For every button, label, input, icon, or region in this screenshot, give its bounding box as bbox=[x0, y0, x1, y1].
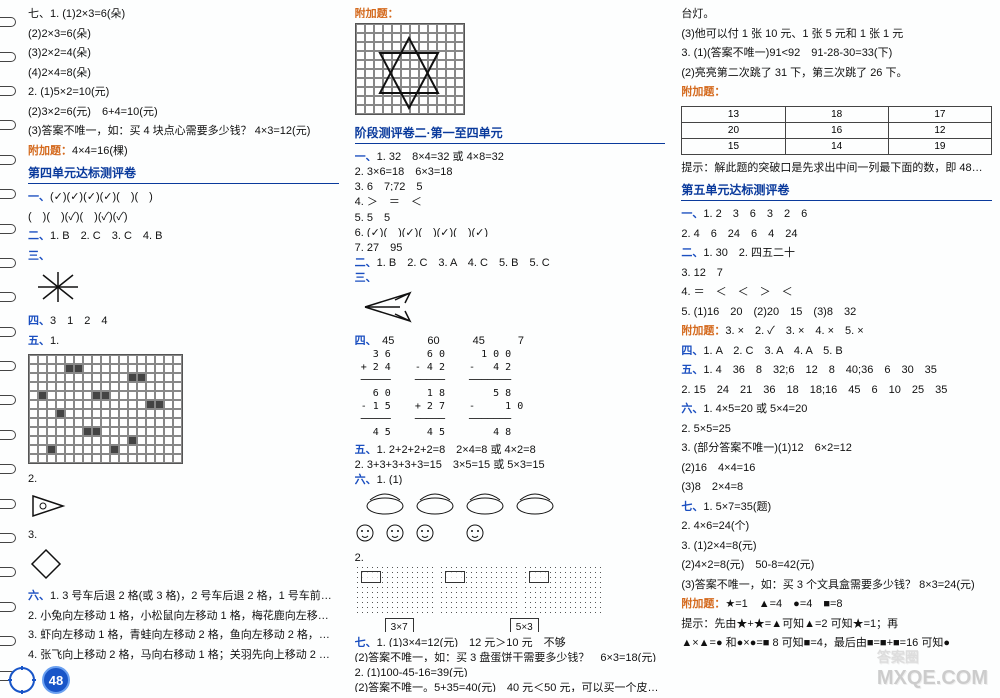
bonus-top: 附加题： bbox=[355, 6, 666, 18]
asterisk-figure bbox=[28, 267, 339, 310]
unit4-q6-4: 4. 张飞向上移动 2 格，马向右移动 1 格；关羽先向上移动 2 格，再向左移… bbox=[28, 647, 339, 664]
s2-q7-l: (2)答案不唯一。5+35=40(元) 40 元＜50 元，可以买一个皮球和一盏 bbox=[355, 680, 666, 692]
u5-q1: 一、1. 2 3 6 3 2 6 bbox=[681, 206, 992, 223]
u5-q4: 四、1. A 2. C 3. A 4. A 5. B bbox=[681, 343, 992, 360]
triangle-shape bbox=[28, 491, 339, 524]
watermark: 答案圈 MXQE.COM bbox=[877, 647, 988, 690]
u5-q5: 五、1. 4 36 8 32;6 12 8 40;36 6 30 35 bbox=[681, 362, 992, 379]
s2-q1-l: 5. 5 5 bbox=[355, 210, 666, 222]
dot-panels bbox=[355, 565, 666, 615]
stage2-title: 阶段测评卷二·第一至四单元 bbox=[355, 124, 666, 144]
page-number: 48 bbox=[42, 666, 70, 694]
unit4-q1: 一、(✓)(✓)(✓)(✓)( )( ) bbox=[28, 189, 339, 206]
c3-top: 3. (1)(答案不唯一)91<92 91-28-30=33(下) bbox=[681, 45, 992, 62]
s2-q4: 四、 45 60 45 7 bbox=[355, 333, 666, 345]
s2-q1: 一、1. 32 8×4=32 或 4×8=32 bbox=[355, 149, 666, 161]
unit4-q2: 二、1. B 2. C 3. C 4. B bbox=[28, 228, 339, 245]
u5-bonus-bottom: 附加题：★=1 ▲=4 ●=4 ■=8 bbox=[681, 596, 992, 613]
s2-q3: 三、 bbox=[355, 270, 666, 282]
q7-header: 七、1. (1)2×3=6(朵) bbox=[28, 6, 339, 23]
u5-q6-l: 2. 5×5=25 bbox=[681, 421, 992, 438]
unit4-q5: 五、1. bbox=[28, 333, 339, 350]
grid-figure-1 bbox=[28, 354, 339, 466]
s2-q5-l: 2. 3+3+3+3+3=15 3×5=15 或 5×3=15 bbox=[355, 457, 666, 469]
s2-q1-l: 4. ＞ ＝ ＜ bbox=[355, 194, 666, 206]
c3-top: (3)他可以付 1 张 10 元、1 张 5 元和 1 张 1 元 bbox=[681, 26, 992, 43]
unit5-title: 第五单元达标测评卷 bbox=[681, 181, 992, 201]
u5-q2-l: 3. 12 7 bbox=[681, 265, 992, 282]
shape-3-label: 3. bbox=[28, 527, 339, 544]
c3-top: 台灯。 bbox=[681, 6, 992, 23]
u5-q6-l: (3)8 2×4=8 bbox=[681, 479, 992, 496]
grid-figure-top bbox=[355, 23, 666, 117]
smiley-row bbox=[355, 522, 666, 547]
s2-q1-l: 7. 27 95 bbox=[355, 240, 666, 252]
s2-q1-l: 3. 6 7;72 5 bbox=[355, 179, 666, 191]
q7-item: (3)答案不唯一，如：买 4 块点心需要多少钱？ 4×3=12(元) bbox=[28, 123, 339, 140]
u5-q7-l: (2)4×2=8(元) 50-8=42(元) bbox=[681, 557, 992, 574]
q7-item: (2)2×3=6(朵) bbox=[28, 26, 339, 43]
u5-bonus-bottom-l: 提示：先由★+★=▲可知▲=2 可知★=1；再 bbox=[681, 616, 992, 633]
u5-q7-l: (3)答案不唯一，如：买 3 个文具盒需要多少钱？ 8×3=24(元) bbox=[681, 577, 992, 594]
u5-q2-l: 4. ＝ ＜ ＜ ＞ ＜ bbox=[681, 284, 992, 301]
s2-q1-l: 2. 3×6=18 6×3=18 bbox=[355, 164, 666, 176]
bowl-row bbox=[355, 488, 666, 519]
bonus-1: 附加题：4×4=16(棵) bbox=[28, 143, 339, 160]
shape-2-label: 2. bbox=[28, 471, 339, 488]
unit4-title: 第四单元达标测评卷 bbox=[28, 164, 339, 184]
unit4-q6-1: 六、1. 3 号车后退 2 格(或 3 格)，2 号车后退 2 格，1 号车前进… bbox=[28, 588, 339, 605]
u5-q7-l: 2. 4×6=24(个) bbox=[681, 518, 992, 535]
q7-item: (2)3×2=6(元) 6+4=10(元) bbox=[28, 104, 339, 121]
column-2: 附加题： 阶段测评卷二·第一至四单元 一、1. 32 8×4=32 或 4×8=… bbox=[347, 0, 674, 698]
dot-label: 2. bbox=[355, 550, 666, 562]
column-1: 七、1. (1)2×3=6(朵) (2)2×3=6(朵) (3)2×2=4(朵)… bbox=[0, 0, 347, 698]
s2-q7: 七、1. (1)3×4=12(元) 12 元＞10 元 不够 bbox=[355, 635, 666, 647]
gear-icon bbox=[8, 666, 36, 694]
s2-q2: 二、1. B 2. C 3. A 4. C 5. B 5. C bbox=[355, 255, 666, 267]
q7-item: (4)2×4=8(朵) bbox=[28, 65, 339, 82]
table-hint: 提示：解此题的突破口是先求出中间一列最下面的数，即 48－18－16=14 bbox=[681, 160, 992, 177]
page-footer: 48 bbox=[8, 666, 70, 694]
s2-q1-l: 6. (✓)( )(✓)( )(✓)( )(✓) bbox=[355, 225, 666, 237]
magic-square: 131817 201612 151419 bbox=[681, 106, 992, 155]
spiral-binding bbox=[0, 0, 20, 698]
u5-q6-l: (2)16 4×4=16 bbox=[681, 460, 992, 477]
unit4-q4: 四、3 1 2 4 bbox=[28, 313, 339, 330]
u5-q2: 二、1. 30 2. 四五二十 bbox=[681, 245, 992, 262]
column-3: 台灯。 (3)他可以付 1 张 10 元、1 张 5 元和 1 张 1 元 3.… bbox=[673, 0, 1000, 698]
diamond-shape bbox=[28, 546, 339, 585]
q7-item: (3)2×2=4(朵) bbox=[28, 45, 339, 62]
u5-bonus-inner: 附加题：3. × 2. ✓ 3. × 4. × 5. × bbox=[681, 323, 992, 340]
unit4-q3: 三、 bbox=[28, 248, 339, 265]
c3-top: (2)亮亮第二次跳了 31 下，第三次跳了 26 下。 bbox=[681, 65, 992, 82]
c3-bonus: 附加题： bbox=[681, 84, 992, 101]
u5-q5-l: 2. 15 24 21 36 18 18;16 45 6 10 25 35 bbox=[681, 382, 992, 399]
u5-q2-l: 5. (1)16 20 (2)20 15 (3)8 32 bbox=[681, 304, 992, 321]
arrow-figure bbox=[355, 285, 666, 330]
s2-q7-l: (2)答案不唯一，如：买 3 盘蛋饼干需要多少钱？ 6×3=18(元) bbox=[355, 650, 666, 662]
u5-q6-l: 3. (部分答案不唯一)(1)12 6×2=12 bbox=[681, 440, 992, 457]
dot-eq: 3×7 5×3 bbox=[355, 618, 666, 632]
u5-q6: 六、1. 4×5=20 或 5×4=20 bbox=[681, 401, 992, 418]
unit4-q6-2: 2. 小兔向左移动 1 格，小松鼠向左移动 1 格，梅花鹿向左移动 1 格，小猴… bbox=[28, 608, 339, 625]
vertical-calc: 3 6 6 0 1 0 0 + 2 4 - 4 2 - 4 2 ───── ──… bbox=[355, 348, 666, 439]
q7-item: 2. (1)5×2=10(元) bbox=[28, 84, 339, 101]
s2-q5: 五、1. 2+2+2+2=8 2×4=8 或 4×2=8 bbox=[355, 442, 666, 454]
unit4-q1b: ( )( )(✓)( )(✓)(✓) bbox=[28, 209, 339, 226]
s2-q7-l: 2. (1)100-45-16=39(元) bbox=[355, 665, 666, 677]
unit4-q6-3: 3. 虾向左移动 1 格，青蛙向左移动 2 格，鱼向左移动 2 格，小海豚向下移… bbox=[28, 627, 339, 644]
u5-q7: 七、1. 5×7=35(题) bbox=[681, 499, 992, 516]
u5-q7-l: 3. (1)2×4=8(元) bbox=[681, 538, 992, 555]
s2-q6: 六、1. (1) bbox=[355, 472, 666, 484]
u5-q1-l: 2. 4 6 24 6 4 24 bbox=[681, 226, 992, 243]
